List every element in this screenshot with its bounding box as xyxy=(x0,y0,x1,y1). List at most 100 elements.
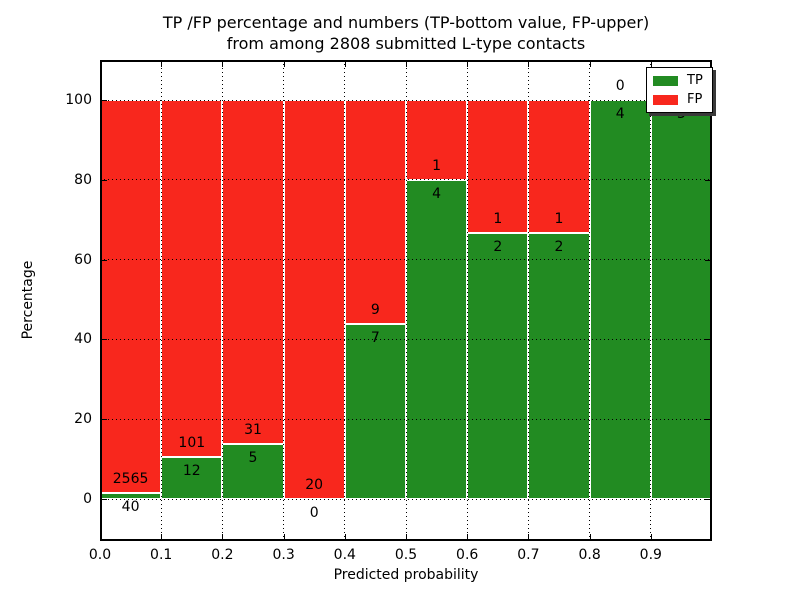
gridline-vertical xyxy=(466,60,468,541)
x-tick-mark-bottom xyxy=(650,534,652,539)
y-tick-mark-left xyxy=(102,419,107,421)
gridline-horizontal xyxy=(100,259,712,261)
x-tick-mark-top xyxy=(528,62,530,67)
gridline-horizontal xyxy=(100,498,712,500)
bar-tp-segment xyxy=(528,233,590,499)
fp-count-label: 1 xyxy=(493,211,503,227)
bottom-spine xyxy=(100,539,712,541)
y-tick-label: 0 xyxy=(83,491,92,507)
gridline-vertical xyxy=(160,60,162,541)
tp-count-label: 2 xyxy=(554,239,564,255)
gridline-vertical xyxy=(405,60,407,541)
chart-title-line2: from among 2808 submitted L-type contact… xyxy=(226,34,586,53)
gridline-vertical xyxy=(221,60,223,541)
bar-fp-segment xyxy=(528,100,590,233)
tp-count-label: 7 xyxy=(370,330,380,347)
fp-count-label: 20 xyxy=(305,477,324,493)
fp-count-label: 1 xyxy=(554,211,564,227)
fp-count-label: 2565 xyxy=(112,470,149,487)
x-tick-label: 0.5 xyxy=(394,547,418,563)
x-tick-mark-top xyxy=(161,62,163,67)
x-tick-mark-top xyxy=(222,62,224,67)
y-tick-mark-left xyxy=(102,179,107,181)
x-tick-mark-bottom xyxy=(222,534,224,539)
gridline-vertical xyxy=(589,60,591,541)
y-tick-mark-right xyxy=(705,179,710,181)
tp-count-label: 12 xyxy=(182,462,201,479)
x-tick-label: 0.6 xyxy=(456,547,479,563)
x-tick-mark-top xyxy=(406,62,407,67)
bar-fp-segment xyxy=(283,100,345,499)
y-tick-mark-left xyxy=(102,100,107,101)
bar-fp-segment xyxy=(161,100,223,457)
tp-count-label: 2 xyxy=(493,239,503,255)
legend-label-fp: FP xyxy=(687,92,703,107)
tp-count-label: 3 xyxy=(676,106,686,122)
x-tick-label: 0.2 xyxy=(211,547,234,563)
y-tick-mark-right xyxy=(705,339,710,341)
tp-count-label: 0 xyxy=(309,505,319,521)
top-spine xyxy=(100,60,712,62)
bar-fp-segment xyxy=(100,100,162,493)
y-tick-mark-right xyxy=(705,499,710,500)
left-spine xyxy=(100,60,102,541)
bar-tp-segment xyxy=(467,233,529,499)
y-axis-label: Percentage xyxy=(20,260,36,340)
gridline-vertical xyxy=(283,60,285,541)
gridline-horizontal xyxy=(100,99,712,101)
x-tick-mark-bottom xyxy=(589,534,591,539)
x-tick-label: 0.3 xyxy=(272,547,295,563)
y-tick-label: 40 xyxy=(74,331,92,348)
fp-count-label: 0 xyxy=(615,78,625,94)
bar-fp-segment xyxy=(222,100,284,444)
x-tick-mark-top xyxy=(589,62,591,67)
right-spine xyxy=(710,60,712,541)
y-tick-mark-left xyxy=(102,499,107,500)
y-tick-label: 60 xyxy=(74,251,92,268)
x-tick-mark-bottom xyxy=(528,534,530,539)
bar-fp-segment xyxy=(467,100,529,233)
legend-row: TP xyxy=(653,74,706,87)
gridline-horizontal xyxy=(100,179,712,181)
y-tick-label: 20 xyxy=(74,411,92,428)
bar-tp-segment xyxy=(589,100,651,499)
legend: TP FP xyxy=(646,67,713,113)
gridline-vertical xyxy=(650,60,652,541)
legend-swatch-tp xyxy=(653,75,678,86)
x-tick-mark-bottom xyxy=(406,534,407,539)
x-tick-label: 0.4 xyxy=(333,547,356,563)
tp-count-label: 4 xyxy=(432,185,442,202)
tp-count-label: 5 xyxy=(248,449,258,466)
x-axis-label: Predicted probability xyxy=(333,567,479,583)
y-tick-mark-right xyxy=(705,259,710,261)
bar-fp-segment xyxy=(344,100,406,325)
x-tick-mark-bottom xyxy=(161,534,163,539)
fp-count-label: 31 xyxy=(244,421,262,438)
x-tick-label: 0.8 xyxy=(578,547,601,563)
fp-count-label: 101 xyxy=(178,434,206,451)
tp-count-label: 40 xyxy=(121,498,140,515)
x-tick-mark-top xyxy=(283,62,285,67)
gridline-vertical xyxy=(527,60,529,541)
x-tick-mark-bottom xyxy=(283,534,285,539)
x-tick-label: 0.0 xyxy=(88,547,112,563)
x-tick-mark-bottom xyxy=(344,534,346,539)
legend-label-tp: TP xyxy=(687,73,703,88)
x-tick-mark-top xyxy=(467,62,469,67)
x-tick-label: 0.1 xyxy=(150,547,173,563)
gridline-horizontal xyxy=(100,418,712,420)
gridline-horizontal xyxy=(100,338,712,340)
y-tick-mark-left xyxy=(102,259,107,261)
bar-tp-segment xyxy=(650,100,712,499)
bar-tp-segment xyxy=(222,443,284,499)
fp-count-label: 9 xyxy=(370,302,380,319)
chart-title-line1: TP /FP percentage and numbers (TP-bottom… xyxy=(162,13,650,32)
bar-tp-segment xyxy=(161,456,223,499)
y-tick-label: 80 xyxy=(74,171,92,188)
x-tick-label: 0.7 xyxy=(517,547,540,563)
x-tick-mark-bottom xyxy=(467,534,469,539)
legend-swatch-fp xyxy=(653,94,678,105)
gridline-vertical xyxy=(344,60,346,541)
y-tick-mark-left xyxy=(102,339,107,341)
